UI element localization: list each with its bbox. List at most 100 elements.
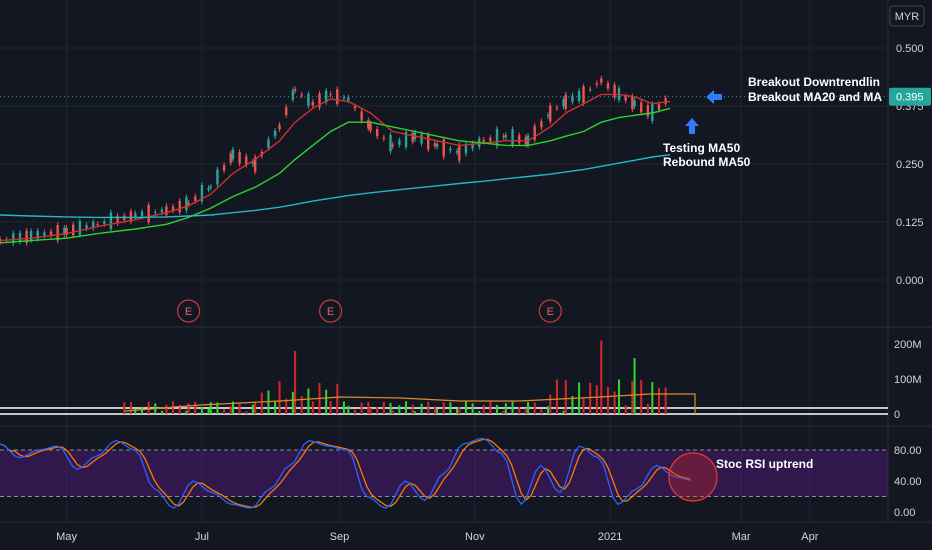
- volume-bar: [646, 403, 649, 414]
- candle-body: [595, 83, 599, 85]
- candle-body: [65, 227, 68, 236]
- candle-body: [369, 123, 372, 131]
- candle-body: [231, 149, 235, 160]
- volume-bar: [382, 401, 385, 414]
- candle-body: [278, 124, 281, 130]
- volume-bar: [442, 402, 445, 414]
- volume-bar: [613, 391, 616, 414]
- candle-body: [546, 115, 550, 117]
- stoch-highlight-circle: [668, 452, 718, 502]
- volume-bar: [389, 403, 392, 414]
- volume-bar: [229, 406, 232, 414]
- candle-body: [56, 225, 59, 241]
- candle-body: [178, 200, 181, 213]
- volume-bar: [640, 380, 643, 414]
- volume-bar: [471, 403, 474, 414]
- candle-body: [207, 187, 210, 190]
- candle-body: [134, 213, 137, 217]
- volume-bar: [633, 358, 636, 414]
- volume-bar: [300, 395, 303, 414]
- price-tick-label: 0.000: [896, 275, 924, 287]
- candle-body: [72, 224, 75, 236]
- volume-bar: [342, 401, 345, 414]
- candle-body: [216, 169, 219, 185]
- candle-body: [194, 196, 197, 201]
- volume-bar: [260, 392, 263, 414]
- volume-bar: [433, 406, 436, 414]
- volume-bar: [285, 398, 288, 414]
- candle-body: [324, 90, 328, 103]
- price-tick-label: 0.250: [896, 159, 924, 171]
- volume-bar: [367, 402, 370, 414]
- volume-bar: [216, 402, 219, 414]
- candle-body: [571, 95, 574, 102]
- candle-body: [165, 206, 168, 216]
- grid: [0, 0, 932, 522]
- volume-bar: [405, 401, 408, 414]
- candle-body: [342, 97, 346, 99]
- volume-bar: [251, 404, 254, 414]
- candle-body: [646, 105, 650, 117]
- volume-bar: [595, 385, 598, 414]
- candle-body: [222, 165, 226, 171]
- candle-body: [562, 99, 565, 107]
- candle-body: [449, 148, 452, 151]
- time-tick-label: Sep: [330, 531, 350, 543]
- currency-button-label: MYR: [895, 11, 920, 23]
- candle-body: [291, 90, 295, 100]
- ma20-line: [0, 93, 671, 242]
- volume-bar: [606, 387, 609, 414]
- earnings-marker-label: E: [185, 306, 192, 318]
- candle-body: [267, 139, 270, 148]
- volume-bar: [657, 387, 660, 414]
- candle-body: [375, 129, 379, 137]
- volume-bar: [294, 351, 297, 414]
- volume-bar: [478, 410, 481, 414]
- volume-bar: [631, 381, 634, 414]
- volume-bar: [376, 407, 379, 414]
- annotation-testing-1: Testing MA50: [663, 141, 740, 155]
- volume-bar: [549, 394, 552, 414]
- volume-bar: [533, 402, 536, 414]
- stoch-rsi-pane: [0, 437, 888, 509]
- candle-body: [517, 135, 521, 144]
- candle-body: [489, 137, 492, 142]
- candle-body: [360, 111, 363, 121]
- candle-body: [300, 94, 303, 96]
- candle-body: [631, 96, 634, 110]
- earnings-marker-label: E: [547, 306, 554, 318]
- candle-body: [49, 231, 53, 236]
- annotation-stoch: Stoc RSI uptrend: [716, 457, 813, 471]
- volume-bar: [555, 379, 558, 414]
- volume-bar: [165, 404, 168, 414]
- earnings-marker: [318, 299, 343, 323]
- candle-body: [103, 221, 106, 224]
- volume-bar: [254, 401, 257, 414]
- candle-body: [624, 96, 627, 101]
- volume-bar: [278, 381, 281, 414]
- candle-body: [147, 204, 150, 223]
- candle-body: [273, 130, 277, 137]
- volume-bar: [540, 409, 543, 414]
- volume-bar: [187, 403, 190, 414]
- time-tick-label: Jul: [195, 531, 209, 543]
- candle-body: [564, 94, 567, 109]
- volume-bar: [391, 410, 394, 414]
- volume-bar: [562, 410, 565, 414]
- candle-body: [404, 131, 408, 148]
- volume-bar: [427, 401, 430, 414]
- candle-body: [600, 78, 603, 83]
- volume-bar: [329, 400, 332, 414]
- stoch-k-line: [0, 437, 691, 509]
- axes: 0.5000.3750.2500.1250.000200M100M080.004…: [0, 5, 932, 543]
- volume-bar: [464, 401, 467, 414]
- candle-body: [555, 107, 559, 109]
- candle-body: [633, 100, 636, 107]
- price-label: [889, 87, 931, 106]
- candle-body: [171, 206, 175, 211]
- volume-bar: [547, 406, 550, 414]
- earnings-marker: [176, 299, 201, 323]
- candle-body: [307, 93, 310, 106]
